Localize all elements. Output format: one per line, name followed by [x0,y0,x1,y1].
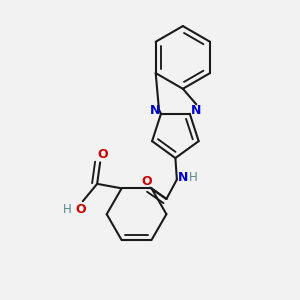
Text: O: O [97,148,108,160]
Text: H: H [63,203,72,216]
Text: O: O [75,203,86,216]
Text: O: O [141,175,152,188]
Text: N: N [190,104,201,117]
Text: H: H [189,171,198,184]
Text: N: N [150,104,160,117]
Text: N: N [178,171,189,184]
